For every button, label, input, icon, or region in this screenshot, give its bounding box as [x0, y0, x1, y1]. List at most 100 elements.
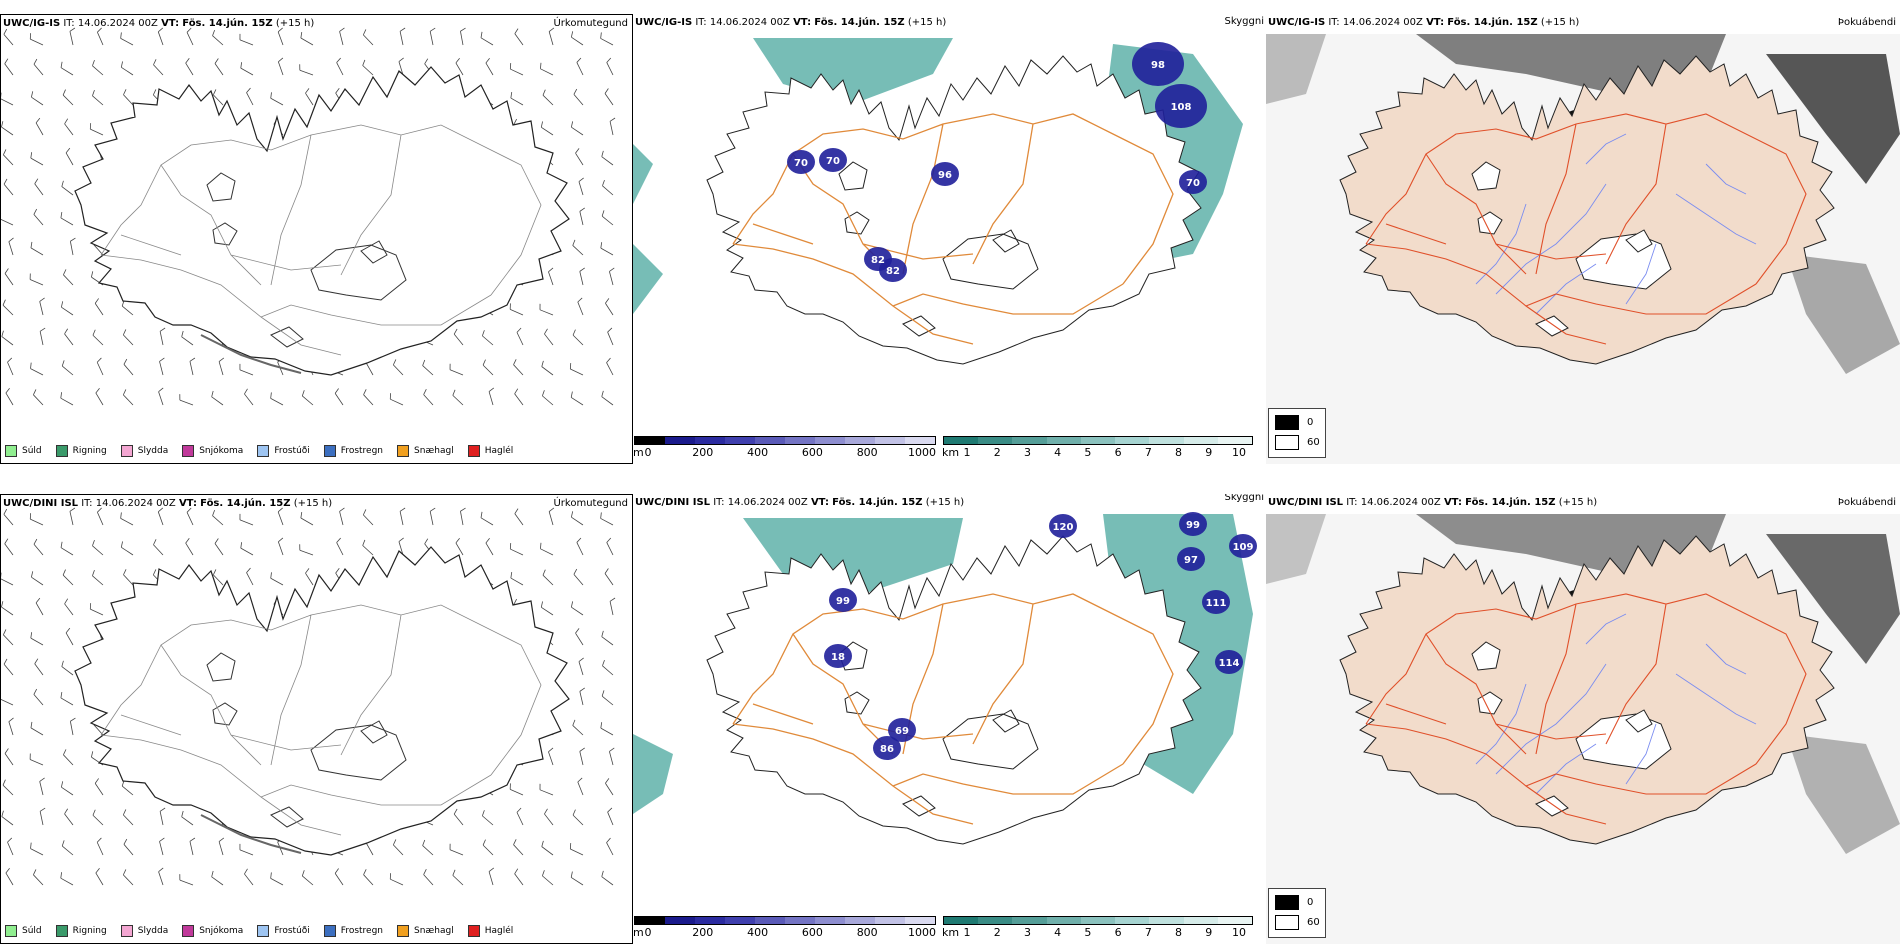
visibility-colorbar: 1 2 3 4 5 6 7 8 9 10 km: [942, 916, 1253, 940]
colorbar-cell: [1149, 917, 1184, 924]
visibility-panel-dini: UWC/DINI ISL IT: 14.06.2024 00Z VT: Fös.…: [633, 494, 1266, 944]
cloud-base-label: 108: [1171, 102, 1192, 113]
legend-label: Súld: [22, 926, 42, 936]
legend-label: 0: [1307, 417, 1314, 428]
precip-legend-item: Rigning: [55, 445, 107, 457]
cloud-base-colorbar: 0 200 400 600 800 1000 m: [633, 916, 936, 940]
legend-label: 0: [1307, 897, 1314, 908]
panel-title: UWC/DINI ISL IT: 14.06.2024 00Z VT: Fös.…: [3, 498, 333, 509]
legend-swatch: [323, 445, 336, 457]
panel-title: UWC/IG-IS IT: 14.06.2024 00Z VT: Fös. 14…: [1268, 17, 1580, 28]
colorbar-cell: [635, 917, 665, 924]
colorbar-tick: 7: [1144, 926, 1152, 939]
colorbar-cell: [1115, 437, 1150, 444]
colorbar-tick: 0: [644, 926, 652, 939]
colorbar-tick: 4: [1054, 446, 1062, 459]
fog-legend: 0 60: [1268, 888, 1326, 938]
colorbar-cell: [905, 437, 935, 444]
colorbar-cell: [1080, 437, 1116, 444]
colorbar-cell: [695, 437, 725, 444]
cloud-base-label: 69: [895, 726, 909, 737]
cloud-base-label: 18: [831, 652, 845, 663]
precip-legend-item: Frostúði: [257, 445, 310, 457]
colorbar-tick: 1000: [908, 926, 936, 939]
precip-map: [1, 27, 616, 406]
legend-label: 60: [1307, 437, 1320, 448]
colorbar-cell: [725, 917, 755, 924]
precip-legend-item: Súld: [5, 925, 42, 937]
colorbar-tick: 800: [856, 926, 878, 939]
cloud-base-colorbar: 0 200 400 600 800 1000 m: [633, 436, 936, 460]
panel-title: UWC/DINI ISL IT: 14.06.2024 00Z VT: Fös.…: [635, 497, 965, 508]
legend-swatch: [182, 925, 195, 937]
iceland-outline: [1339, 55, 1835, 365]
colorbar-cell: [665, 437, 695, 444]
precip-legend-item: Haglél: [467, 445, 514, 457]
precip-legend-item: Snæhagl: [397, 925, 454, 937]
colorbar-tick: 3: [1023, 926, 1031, 939]
legend-label: Snæhagl: [414, 926, 454, 936]
fog-index-panel-dini: UWC/DINI ISL IT: 14.06.2024 00Z VT: Fös.…: [1266, 494, 1900, 944]
legend-swatch: [1275, 915, 1299, 930]
legend-swatch: [467, 445, 480, 457]
panel-title: UWC/IG-IS IT: 14.06.2024 00Z VT: Fös. 14…: [3, 18, 315, 29]
legend-swatch: [323, 925, 336, 937]
legend-label: Haglél: [484, 926, 514, 936]
colorbar-cell: [1046, 437, 1081, 444]
colorbar-tick: 8: [1175, 926, 1183, 939]
colorbar-cell: [944, 917, 979, 924]
iceland-outline: [706, 55, 1202, 365]
precip-legend-item: Snjókoma: [182, 925, 243, 937]
legend-label: Snæhagl: [414, 446, 454, 456]
legend-label: Haglél: [484, 446, 514, 456]
colorbar-cell: [1217, 437, 1252, 444]
legend-swatch: [5, 925, 17, 937]
colorbar-cell: [978, 917, 1013, 924]
colorbar-cell: [845, 917, 875, 924]
legend-label: 60: [1307, 917, 1320, 928]
legend-swatch: [467, 925, 480, 937]
cloud-base-label: 99: [836, 596, 850, 607]
colorbar-tick: 600: [801, 926, 823, 939]
cloud-base-label: 82: [886, 266, 900, 277]
colorbar-tick: 1: [963, 446, 971, 459]
colorbar-cell: [755, 437, 785, 444]
colorbar-tick: 200: [692, 926, 714, 939]
colorbar-cell: [815, 917, 845, 924]
colorbar-cell: [905, 917, 935, 924]
legend-label: Slydda: [137, 926, 169, 936]
visibility-unit: km: [942, 446, 960, 459]
legend-swatch: [257, 925, 270, 937]
visibility-panel-igis: UWC/IG-IS IT: 14.06.2024 00Z VT: Fös. 14…: [633, 14, 1266, 464]
cloud-base-label: 70: [826, 156, 840, 167]
colorbar-cell: [785, 917, 815, 924]
precip-legend-item: Slydda: [120, 925, 169, 937]
panel-title: UWC/IG-IS IT: 14.06.2024 00Z VT: Fös. 14…: [635, 17, 947, 28]
legend-swatch: [55, 925, 68, 937]
precip-type-panel-igis: UWC/IG-IS IT: 14.06.2024 00Z VT: Fös. 14…: [0, 14, 633, 464]
legend-swatch: [1275, 435, 1299, 450]
colorbar-tick: 9: [1205, 446, 1213, 459]
legend-swatch: [397, 925, 410, 937]
precip-legend-item: Rigning: [55, 925, 107, 937]
cloud-base-label: 96: [938, 170, 952, 181]
iceland-outline: [74, 546, 570, 856]
precip-legend: Súld Rigning Slydda Snjókoma Frostúði Frostre…: [5, 445, 513, 457]
precip-legend-item: Frostregn: [323, 445, 384, 457]
legend-swatch: [397, 445, 410, 457]
colorbar-tick: 2: [993, 446, 1001, 459]
colorbar-tick: 800: [856, 446, 878, 459]
legend-label: Frostregn: [340, 446, 384, 456]
legend-swatch: [257, 445, 270, 457]
precip-legend-item: Slydda: [120, 445, 168, 457]
fog-legend-item: 0: [1275, 415, 1313, 430]
visibility-colorbar: 1 2 3 4 5 6 7 8 9 10 km: [942, 436, 1253, 460]
colorbar-tick: 1000: [908, 446, 936, 459]
cloud-base-bar: [634, 916, 936, 925]
colorbar-cell: [725, 437, 755, 444]
legend-swatch: [55, 445, 68, 457]
legend-label: Rigning: [72, 926, 107, 936]
colorbar-tick: 6: [1114, 926, 1122, 939]
colorbar-cell: [1115, 917, 1150, 924]
